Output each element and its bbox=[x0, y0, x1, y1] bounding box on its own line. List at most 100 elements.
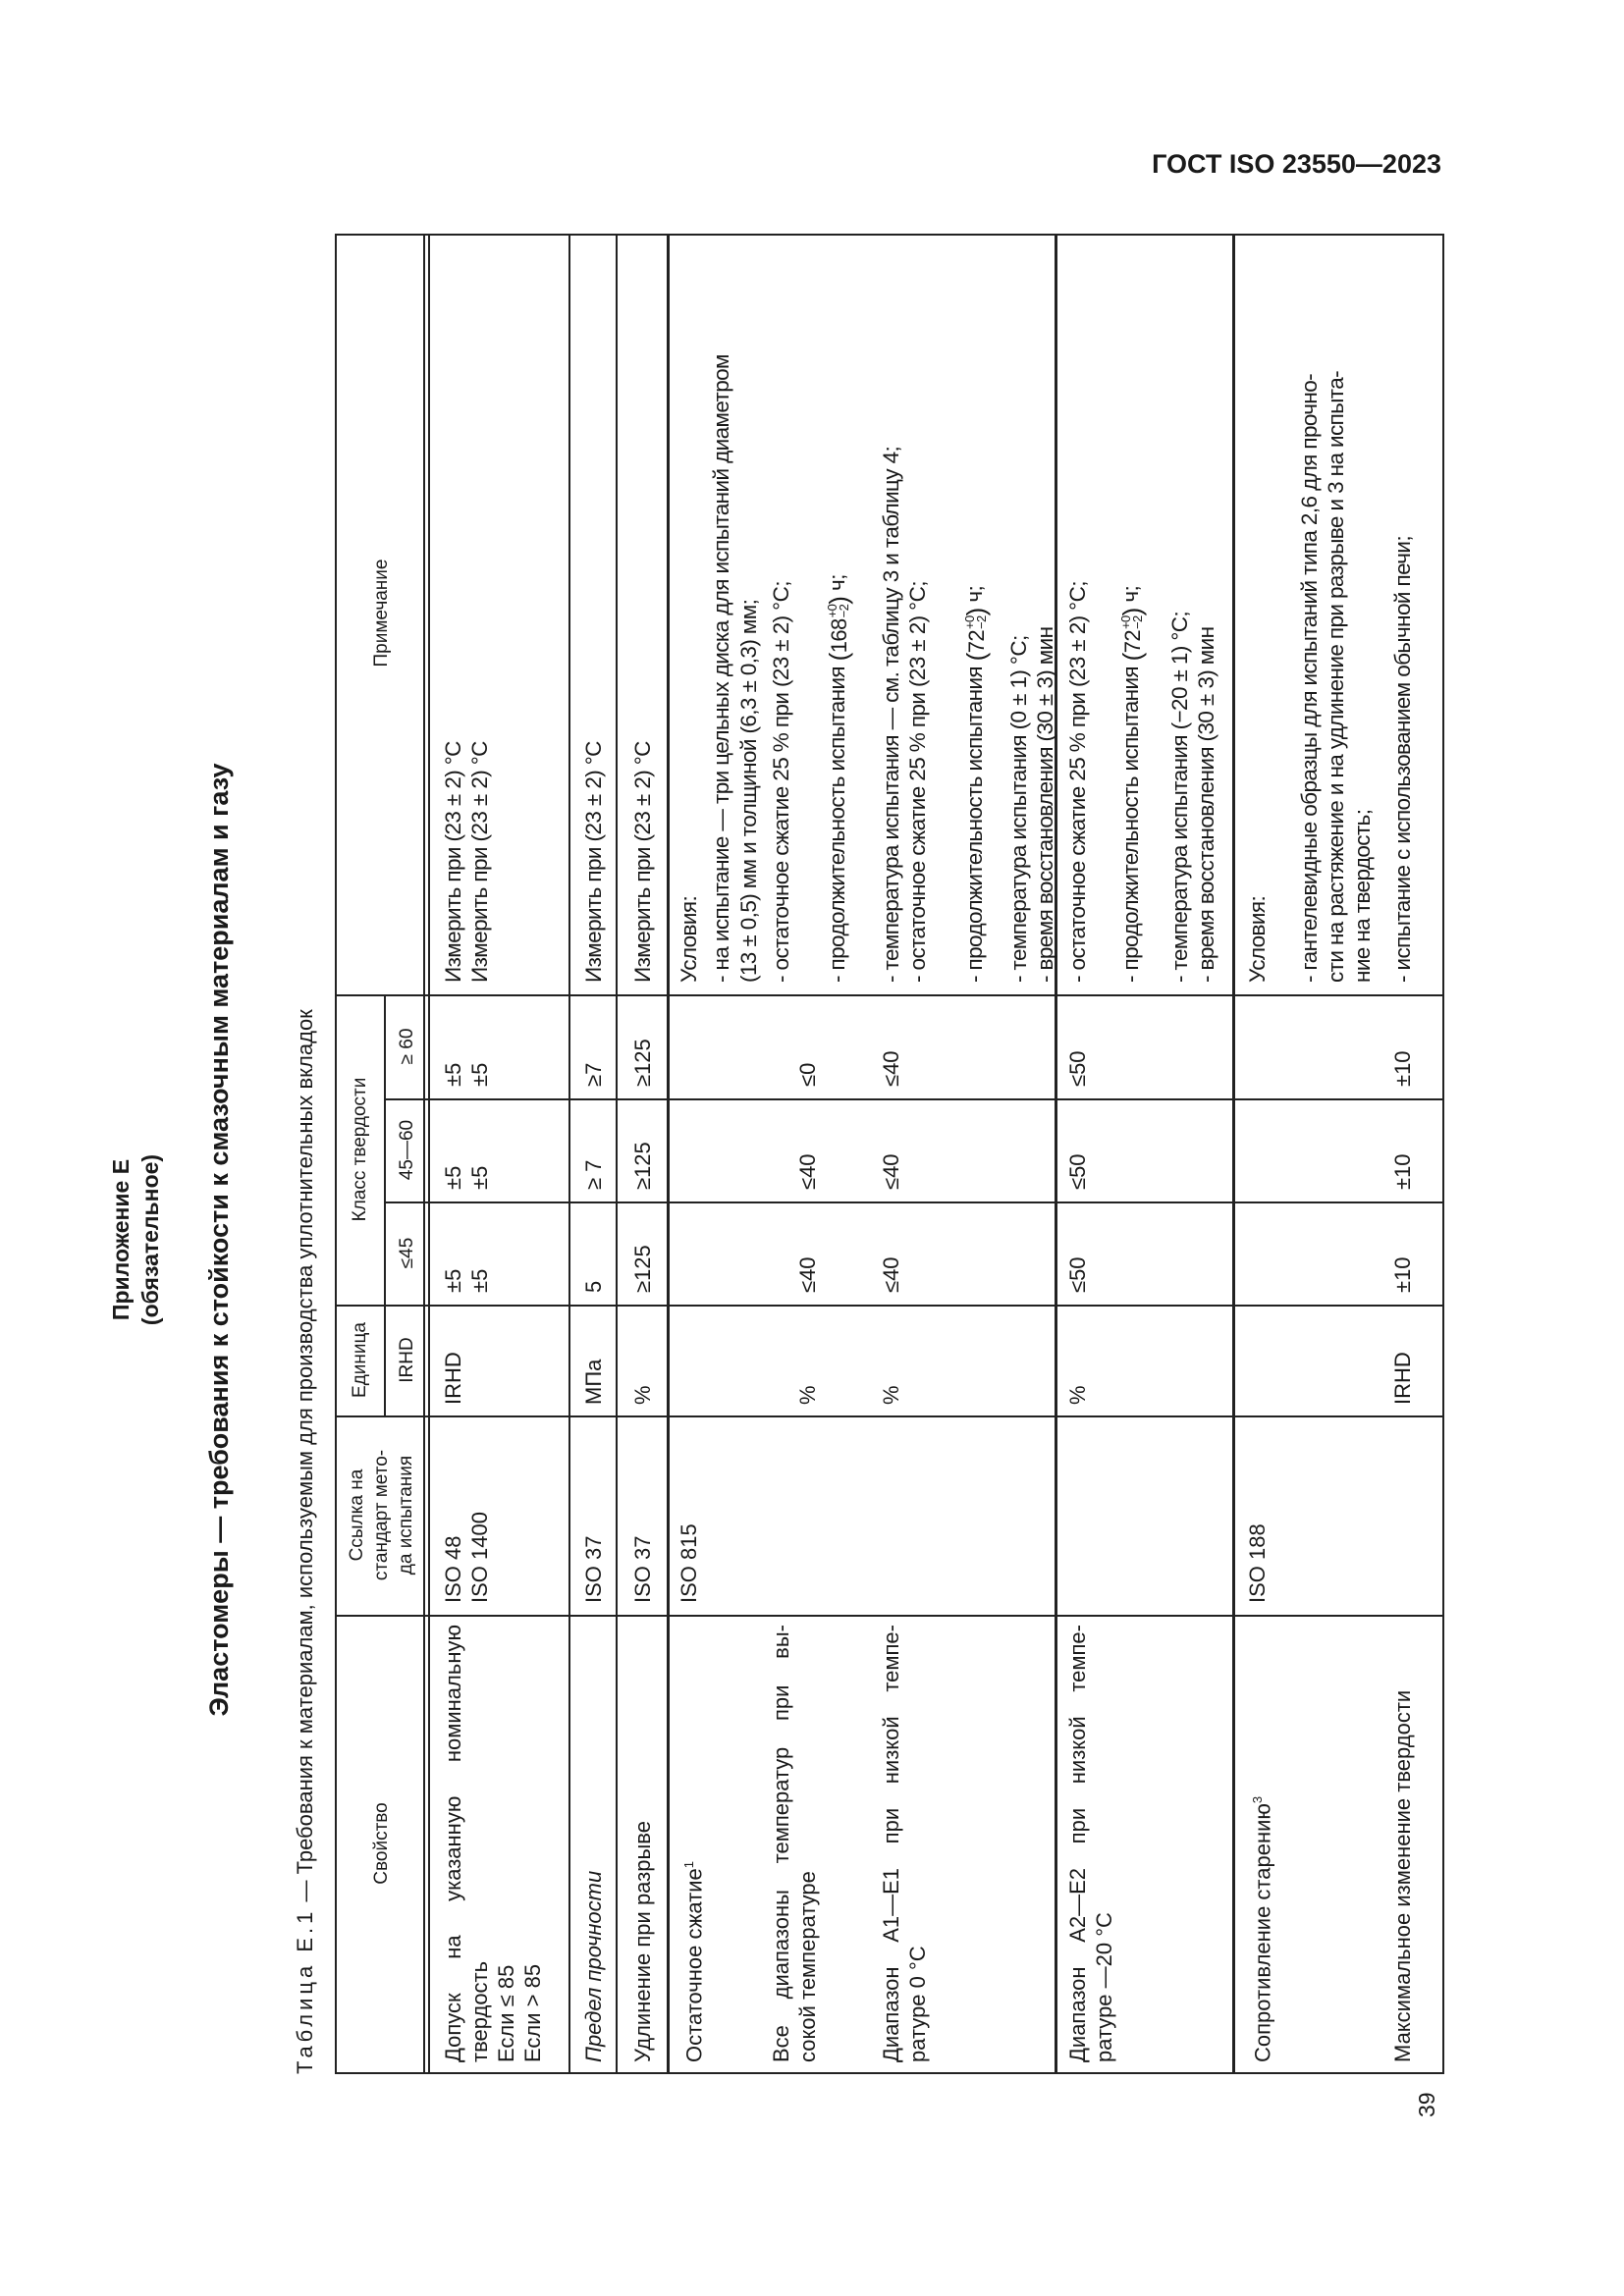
row6-hc2: ±10 bbox=[1390, 1153, 1415, 1190]
footnote-ref: 1 bbox=[681, 1860, 696, 1869]
value: 72 bbox=[1119, 629, 1145, 654]
row-divider bbox=[1232, 236, 1235, 2072]
header-hc-1: ≤45 bbox=[397, 1237, 417, 1269]
value: ±5 bbox=[467, 1165, 492, 1190]
property-line: Допуск на указанную номинальную bbox=[441, 1625, 465, 2062]
note-text: - продолжительность испытания bbox=[1118, 661, 1143, 983]
row6-note-line: - испытание с использованием обычной печ… bbox=[1390, 536, 1415, 983]
header-double-line bbox=[428, 236, 430, 2072]
row4-sub-a1-hc1: ≤40 bbox=[879, 1256, 903, 1293]
header-property: Свойство bbox=[371, 1802, 392, 1885]
row2-unit: МПа bbox=[581, 1359, 606, 1405]
header-hardness-class: Класс твердости bbox=[350, 1077, 370, 1222]
row3-hc2: ≥125 bbox=[630, 1142, 655, 1190]
property-line: твердость bbox=[467, 1960, 492, 2062]
row4-note-line: - температура испытания — см. таблицу 3 … bbox=[879, 446, 903, 983]
method-line: ISO 1400 bbox=[467, 1512, 492, 1603]
row6-hc3: ±10 bbox=[1390, 1050, 1415, 1087]
column-divider bbox=[337, 994, 1442, 996]
row4-sub-a1: Диапазон А1—E1 при низкой темпе- ратуре … bbox=[878, 1625, 931, 2062]
row5-hc3: ≤50 bbox=[1065, 1050, 1090, 1087]
document-id: ГОСТ ISO 23550—2023 bbox=[1152, 149, 1441, 179]
property-line: Если ≤ 85 bbox=[494, 1964, 518, 2062]
header-double-line bbox=[423, 236, 425, 2072]
property-line: ратуре —20 °C bbox=[1092, 1912, 1116, 2062]
annex-heading: Эластомеры — требования к стойкости к см… bbox=[204, 763, 234, 1717]
value: 72 bbox=[963, 629, 989, 654]
header-unit: Единица bbox=[350, 1322, 370, 1398]
value: ±5 bbox=[441, 1062, 465, 1087]
column-divider bbox=[337, 1415, 1442, 1417]
row4-note-line: - остаточное сжатие 25 % при (23 ± 2) °C… bbox=[769, 581, 793, 983]
row5-note-line: - остаточное сжатие 25 % при (23 ± 2) °C… bbox=[1065, 581, 1090, 983]
row2-property: Предел прочности bbox=[581, 1870, 606, 2062]
note-unit: ч; bbox=[962, 585, 987, 609]
row4-note-line: - продолжительность испытания (72 +0 −2) ч… bbox=[960, 585, 991, 983]
tolerance-value: (72 +0 −2) bbox=[960, 608, 991, 662]
note-unit: ч; bbox=[1118, 585, 1143, 609]
row4-sub-all-hc1: ≤40 bbox=[795, 1256, 820, 1293]
row2-note: Измерить при (23 ± 2) °C bbox=[581, 741, 606, 983]
requirements-table: Свойство Ссылка на стандарт мето- да исп… bbox=[335, 234, 1444, 2074]
table-caption: Таблица Е.1 — Требования к материалам, и… bbox=[293, 1009, 318, 2074]
page-number: 39 bbox=[1414, 2092, 1439, 2117]
note-text: - продолжительность испытания bbox=[962, 661, 987, 983]
property-text: Сопротивление старению bbox=[1250, 1803, 1275, 2062]
row4-sub-a1-unit: % bbox=[879, 1385, 903, 1405]
row4-sub-all-hc3: ≤0 bbox=[795, 1062, 820, 1087]
row2-method: ISO 37 bbox=[581, 1535, 606, 1603]
row6-sub-property: Максимальное изменение твердости bbox=[1390, 1689, 1415, 2062]
row4-note-line: Условия: bbox=[677, 895, 701, 983]
row6-hc1: ±10 bbox=[1390, 1256, 1415, 1293]
row4-sub-a1-hc3: ≤40 bbox=[879, 1050, 903, 1087]
column-divider bbox=[337, 1305, 1442, 1307]
row-divider bbox=[667, 236, 670, 2072]
row6-note-line: ние на твердость; bbox=[1350, 809, 1375, 983]
row4-property: Остаточное сжатие1 bbox=[676, 1861, 707, 2062]
row-divider bbox=[616, 236, 618, 2072]
row5-note-line: - продолжительность испытания (72 +0 −2) ч… bbox=[1117, 585, 1147, 983]
property-line: ратуре 0 °C bbox=[905, 1946, 930, 2062]
value: ±5 bbox=[441, 1268, 465, 1293]
property-line: Диапазон А2—E2 при низкой темпе- bbox=[1065, 1625, 1090, 2062]
row4-note-line: - на испытание — три цельных диска для и… bbox=[709, 354, 733, 983]
row4-sub-all: Все диапазоны температур при вы- сокой т… bbox=[768, 1625, 821, 2062]
row3-method: ISO 37 bbox=[630, 1535, 655, 1603]
row1-method: ISO 48 ISO 1400 bbox=[440, 1512, 493, 1603]
table-caption-label: Таблица Е.1 bbox=[293, 1907, 317, 2074]
row2-hc2: ≥ 7 bbox=[581, 1159, 606, 1190]
property-line: сокой температуре bbox=[795, 1871, 820, 2062]
header-method-ref: Ссылка на стандарт мето- да испытания bbox=[345, 1415, 418, 1615]
header-unit-sub: IRHD bbox=[397, 1337, 417, 1383]
value: ±5 bbox=[467, 1062, 492, 1087]
annex-title: Приложение Е bbox=[108, 1158, 134, 1321]
value: ±5 bbox=[467, 1268, 492, 1293]
row-divider bbox=[568, 236, 570, 2072]
row3-property: Удлинение при разрыве bbox=[630, 1821, 655, 2062]
row1-hc3: ±5 ±5 bbox=[440, 1063, 493, 1087]
row3-unit: % bbox=[630, 1385, 655, 1405]
row4-sub-a1-hc2: ≤40 bbox=[879, 1153, 903, 1190]
annex-status: (обязательное) bbox=[137, 1153, 163, 1326]
note-unit: ч; bbox=[825, 574, 849, 597]
property-text: Остаточное сжатие bbox=[681, 1868, 707, 2062]
header-method-line: стандарт мето- bbox=[371, 1449, 392, 1581]
note-line: Измерить при (23 ± 2) °C bbox=[467, 741, 492, 983]
row4-note-line: - продолжительность испытания (168 +0 −2) … bbox=[824, 574, 853, 983]
column-divider bbox=[337, 1615, 1442, 1617]
row2-hc3: ≥7 bbox=[581, 1062, 606, 1087]
row4-sub-all-unit: % bbox=[795, 1385, 820, 1405]
lower-tolerance: −2 bbox=[974, 615, 990, 629]
row5-hc2: ≤50 bbox=[1065, 1153, 1090, 1190]
row-divider bbox=[1055, 236, 1057, 2072]
row2-hc1: 5 bbox=[581, 1280, 606, 1293]
row6-sub-unit: IRHD bbox=[1390, 1352, 1415, 1405]
row4-note-line: - остаточное сжатие 25 % при (23 ± 2) °C… bbox=[905, 581, 930, 983]
note-line: Измерить при (23 ± 2) °C bbox=[441, 741, 465, 983]
row3-hc3: ≥125 bbox=[630, 1039, 655, 1087]
row4-sub-all-hc2: ≤40 bbox=[795, 1153, 820, 1190]
row1-unit: IRHD bbox=[441, 1352, 465, 1405]
header-note: Примечание bbox=[371, 559, 392, 667]
table-caption-text: — Требования к материалам, используемым … bbox=[293, 1009, 317, 1908]
